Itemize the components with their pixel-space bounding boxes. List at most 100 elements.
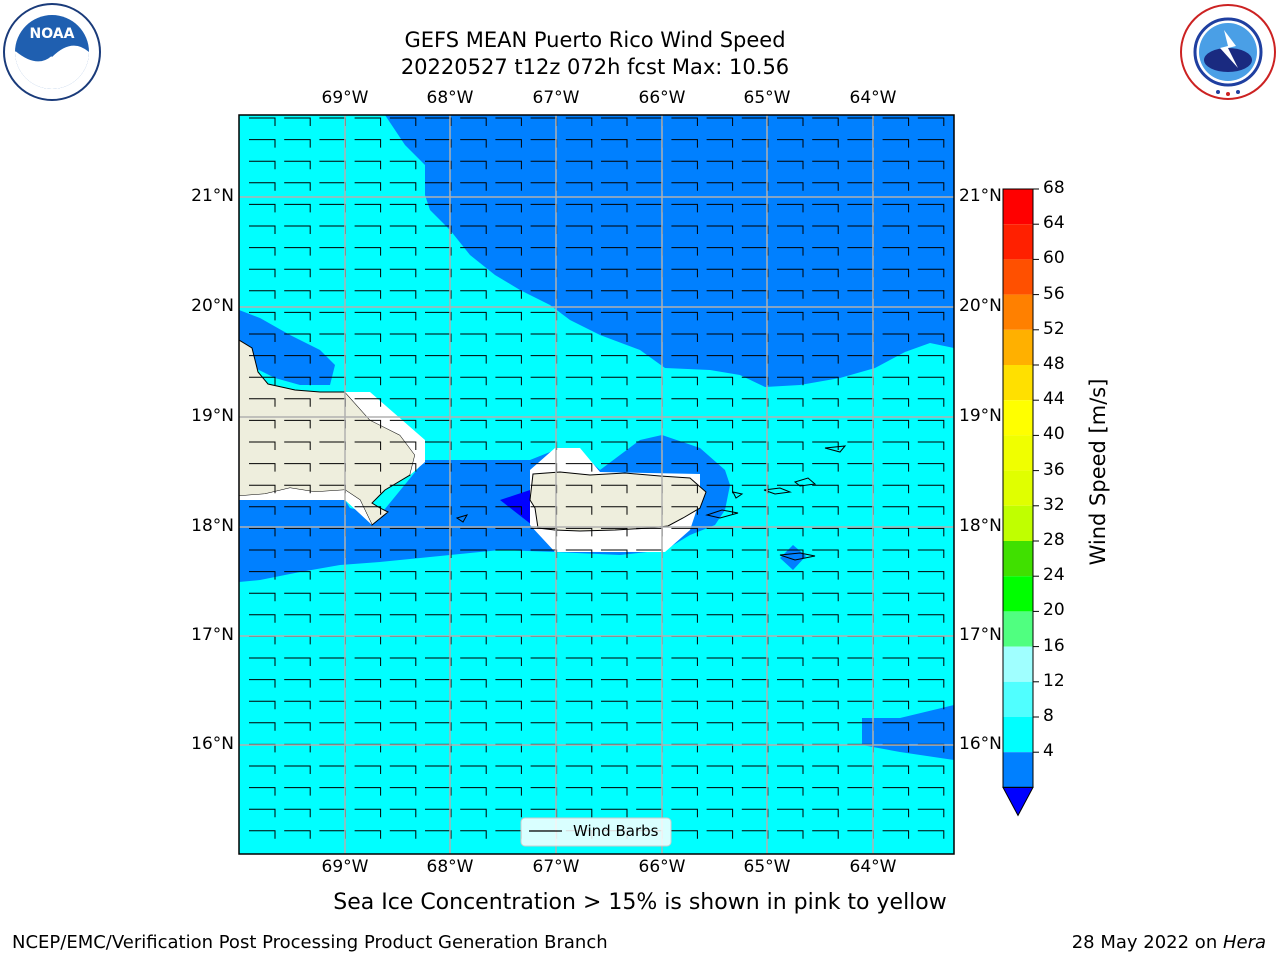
colorbar-segment (1003, 681, 1033, 717)
wind-barb (354, 592, 382, 602)
wind-barb (917, 398, 945, 407)
wind-barb (917, 376, 945, 386)
wind-barb (565, 225, 593, 234)
wind-barb (354, 182, 382, 191)
wind-barb (249, 290, 276, 299)
wind-barb (812, 765, 839, 774)
wind-barb (249, 679, 276, 688)
lon-label-top: 64°W (849, 88, 897, 108)
wind-barb (601, 787, 628, 796)
wind-barb (389, 160, 417, 170)
colorbar-tick-label: 32 (1043, 494, 1065, 515)
wind-barb (882, 419, 910, 429)
wind-barb (601, 333, 628, 342)
wind-barb (671, 549, 698, 558)
wind-barb (389, 311, 417, 321)
wind-barb (495, 268, 522, 278)
wind-barb (706, 527, 734, 537)
wind-barb (354, 679, 382, 688)
wind-barb (812, 722, 839, 731)
lon-label-bottom: 67°W (532, 857, 580, 877)
wind-barb (354, 225, 382, 234)
colorbar-title: Wind Speed [m/s] (1086, 378, 1110, 566)
wind-barb (284, 290, 311, 299)
wind-barb (601, 290, 628, 299)
wind-barb (284, 571, 311, 580)
wind-barb (777, 571, 804, 580)
wind-barb (777, 808, 804, 818)
wind-barb (812, 787, 839, 796)
wind-barb (495, 355, 522, 364)
wind-barb (706, 700, 734, 710)
wind-barb (741, 614, 769, 623)
wind-barb (425, 549, 452, 558)
wind-barb (389, 592, 417, 602)
wind-barb (706, 571, 734, 580)
wind-barb (671, 398, 698, 407)
wind-barb (425, 657, 452, 666)
wind-barb (425, 139, 452, 148)
wind-barb (882, 571, 910, 580)
noaa-logo: NOAA (2, 2, 102, 102)
wind-barb (777, 592, 804, 602)
wind-barb (741, 419, 769, 429)
wind-barb (917, 830, 945, 839)
wind-barb (249, 592, 276, 602)
wind-barb (249, 333, 276, 342)
wind-barb (882, 203, 910, 213)
wind-barb (284, 117, 311, 126)
grid-lines (239, 115, 954, 854)
ocean-dark-spot (500, 490, 532, 525)
wind-barb (917, 247, 945, 256)
wind-barb (706, 549, 734, 558)
wind-barb (671, 441, 698, 450)
wind-barb (601, 506, 628, 515)
wind-barb (741, 290, 769, 299)
colorbar-segment (1003, 224, 1033, 260)
wind-barb (389, 787, 417, 796)
wind-barb (425, 679, 452, 688)
wind-barb (601, 808, 628, 818)
ocean-mid-region-band (239, 310, 335, 385)
wind-barb (389, 484, 417, 494)
wind-barb (460, 333, 487, 342)
wind-barb (354, 398, 382, 407)
wind-barb (917, 203, 945, 213)
footer-date: 28 May 2022 on Hera (1072, 932, 1266, 953)
wind-barb (671, 527, 698, 537)
wind-barb (882, 463, 910, 472)
wind-barb (460, 549, 487, 558)
wind-barb (460, 139, 487, 148)
wind-barb (777, 311, 804, 321)
wind-barb (460, 657, 487, 666)
wind-barb (777, 182, 804, 191)
wind-barb (425, 376, 452, 386)
wind-barb (917, 139, 945, 148)
wind-barb (389, 722, 417, 731)
wind-barb (495, 333, 522, 342)
wind-barb (354, 268, 382, 278)
wind-barb (495, 311, 522, 321)
wind-barb (882, 355, 910, 364)
wind-barb (917, 333, 945, 342)
lon-label-top: 65°W (743, 88, 791, 108)
wind-barb (284, 679, 311, 688)
wind-barb (671, 463, 698, 472)
nws-logo (1178, 2, 1278, 102)
wind-barb (389, 225, 417, 234)
wind-barb (777, 441, 804, 450)
wind-barb (706, 419, 734, 429)
wind-barb (425, 117, 452, 126)
wind-barb (284, 657, 311, 666)
wind-barb (882, 225, 910, 234)
colorbar-segment (1003, 294, 1033, 330)
wind-barb (777, 787, 804, 796)
wind-barb (706, 657, 734, 666)
wind-barb (882, 268, 910, 278)
wind-barb (495, 657, 522, 666)
lat-label-right: 20°N (959, 296, 1002, 316)
wind-barb (917, 355, 945, 364)
wind-barb (777, 203, 804, 213)
wind-barb (812, 311, 839, 321)
wind-barb (812, 700, 839, 710)
